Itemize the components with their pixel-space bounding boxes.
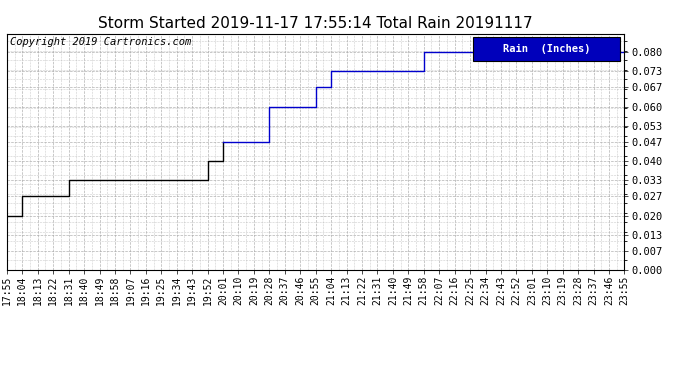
FancyBboxPatch shape [473, 37, 620, 61]
Text: Copyright 2019 Cartronics.com: Copyright 2019 Cartronics.com [10, 37, 191, 47]
Title: Storm Started 2019-11-17 17:55:14 Total Rain 20191117: Storm Started 2019-11-17 17:55:14 Total … [99, 16, 533, 31]
Text: Rain  (Inches): Rain (Inches) [503, 44, 591, 54]
